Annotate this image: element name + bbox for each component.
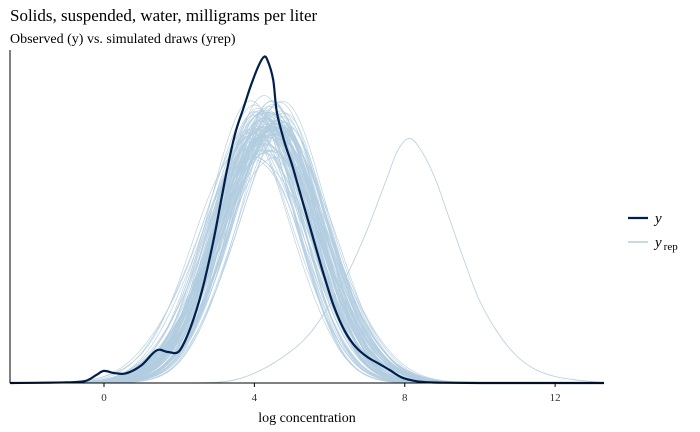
- yrep-line: [10, 121, 604, 384]
- chart-title: Solids, suspended, water, milligrams per…: [10, 6, 318, 25]
- yrep-line: [179, 138, 605, 384]
- chart-subtitle: Observed (y) vs. simulated draws (yrep): [10, 32, 236, 47]
- yrep-line: [10, 121, 604, 384]
- y-series-group: [9, 55, 604, 385]
- legend-label-y: y: [653, 211, 662, 227]
- x-axis-ticks: 0 4 8 12: [101, 383, 561, 404]
- x-tick-label: 8: [402, 392, 408, 404]
- yrep-line: [10, 116, 604, 384]
- yrep-line: [10, 104, 604, 384]
- yrep-series-group: [10, 95, 605, 384]
- x-axis-title: log concentration: [258, 411, 356, 426]
- legend: y y rep: [628, 211, 678, 253]
- yrep-line: [10, 100, 604, 384]
- yrep-line: [10, 103, 604, 384]
- x-tick-label: 0: [101, 392, 107, 404]
- yrep-line: [10, 101, 604, 384]
- x-tick-label: 4: [252, 392, 258, 404]
- x-tick-label: 12: [550, 392, 561, 404]
- yrep-line: [10, 100, 604, 384]
- y-line: [9, 55, 604, 385]
- legend-label-yrep: y rep: [653, 235, 678, 253]
- legend-subscript: rep: [664, 241, 679, 253]
- yrep-line: [10, 100, 604, 384]
- yrep-line: [10, 101, 604, 384]
